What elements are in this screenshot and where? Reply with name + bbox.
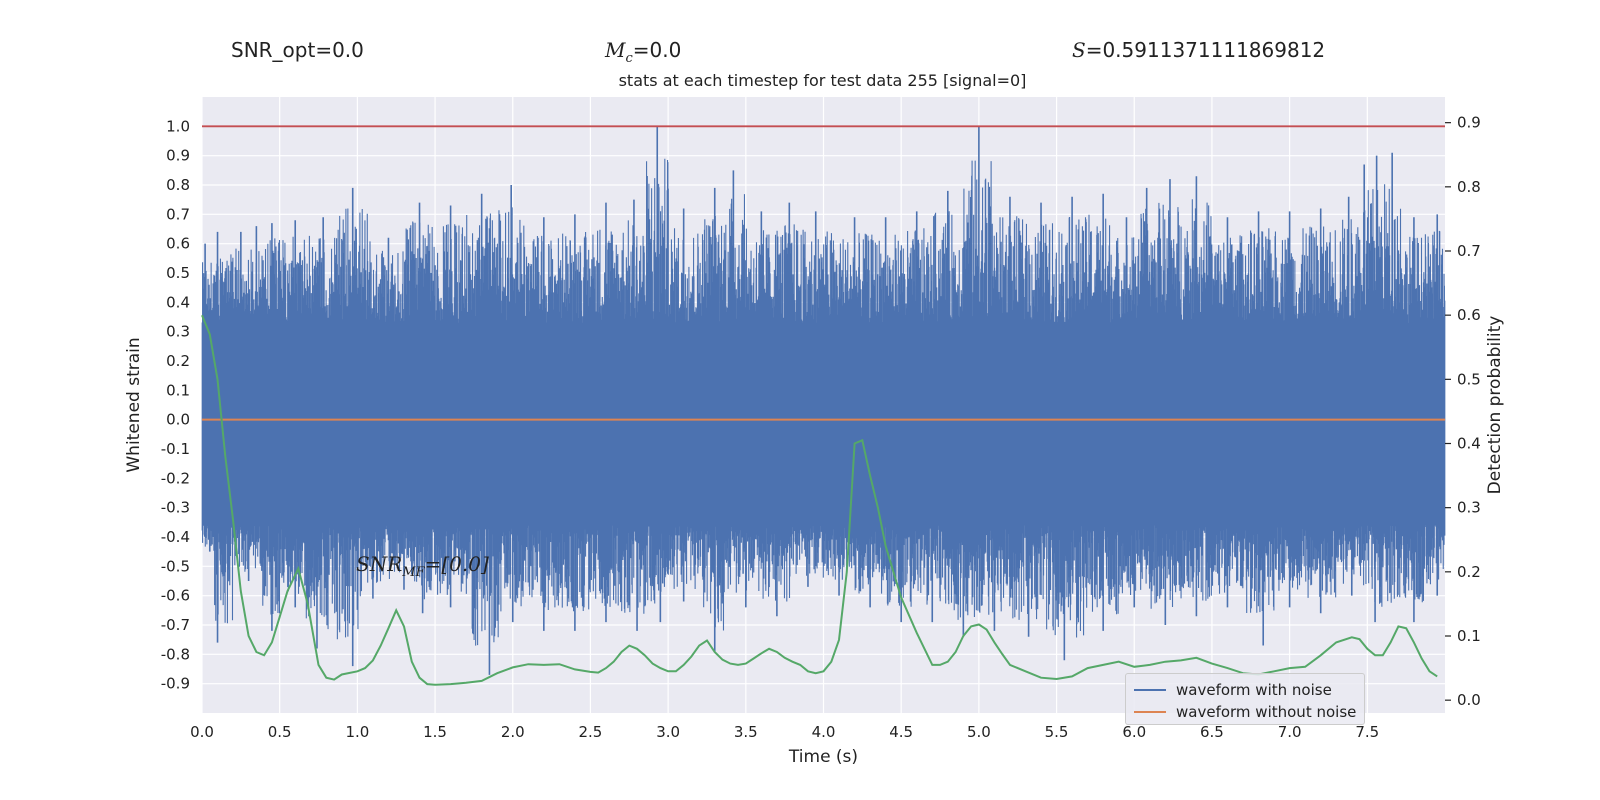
detection-probability-line	[201, 314, 1438, 686]
legend-item-noisy: waveform with noise	[1134, 680, 1332, 700]
y-tick-label: 0.7	[166, 205, 190, 223]
legend: waveform with noise waveform without noi…	[1125, 673, 1365, 725]
x-tick-label: 6.5	[1200, 723, 1224, 741]
x-tick-label: 0.0	[190, 723, 214, 741]
y2-tick-label: 0.1	[1457, 627, 1481, 645]
y-tick-label: -0.5	[161, 557, 190, 575]
y-tick-label: -0.1	[161, 440, 190, 458]
x-tick-label: 2.5	[579, 723, 603, 741]
mc-subscript: c	[625, 51, 633, 66]
noisy-waveform-series	[201, 126, 1446, 675]
y2-tick-label: 0.2	[1457, 563, 1481, 581]
x-tick-label: 1.0	[345, 723, 369, 741]
x-axis-label: Time (s)	[788, 747, 858, 767]
legend-label-clean: waveform without noise	[1176, 703, 1357, 721]
y-tick-label: -0.3	[161, 499, 190, 517]
x-tick-label: 7.0	[1278, 723, 1302, 741]
x-tick-label: 3.0	[656, 723, 680, 741]
y-tick-label: 0.3	[166, 323, 190, 341]
mc-symbol: M	[605, 38, 626, 62]
y-tick-label: -0.7	[161, 616, 190, 634]
y-tick-label: 0.4	[166, 293, 190, 311]
y-tick-label: 0.0	[166, 411, 190, 429]
x-tick-label: 2.0	[501, 723, 525, 741]
x-tick-label: 6.0	[1122, 723, 1146, 741]
y-tick-label: 0.9	[166, 147, 190, 165]
x-tick-label: 0.5	[268, 723, 292, 741]
legend-swatch-clean	[1134, 711, 1166, 713]
legend-swatch-noisy	[1134, 689, 1166, 691]
x-tick-label: 5.5	[1045, 723, 1069, 741]
chart-title: stats at each timestep for test data 255…	[618, 71, 1027, 90]
x-tick-label: 1.5	[423, 723, 447, 741]
snr-mf-annotation: SNRMF=[0.0]	[356, 552, 489, 580]
y2-tick-label: 0.6	[1457, 306, 1481, 324]
y2-tick-label: 0.0	[1457, 691, 1481, 709]
x-axis-ticks: 0.0 0.5 1.0 1.5 2.0 2.5 3.0 3.5 4.0 4.5 5.0 5.5 6.0 6…	[190, 723, 1379, 741]
legend-label-noisy: waveform with noise	[1176, 681, 1332, 699]
chirp-mass-stat: Mc=0.0	[605, 38, 681, 66]
x-tick-label: 7.5	[1355, 723, 1379, 741]
mc-value: =0.0	[632, 38, 682, 62]
y2-tick-label: 0.3	[1457, 499, 1481, 517]
y-tick-label: 0.2	[166, 352, 190, 370]
snr-mf-subscript: MF	[402, 565, 425, 580]
x-tick-label: 3.5	[734, 723, 758, 741]
y2-axis-ticks: 0.9 0.8 0.7 0.6 0.5 0.4 0.3 0.2 0.1 0.0	[1445, 114, 1481, 709]
y2-axis-label: Detection probability	[1485, 316, 1505, 495]
y-tick-label: 0.8	[166, 176, 190, 194]
y-tick-label: 1.0	[166, 117, 190, 135]
y-tick-label: 0.5	[166, 264, 190, 282]
y-tick-label: -0.2	[161, 469, 190, 487]
snr-mf-symbol: SNR	[356, 552, 403, 576]
y-tick-label: 0.1	[166, 381, 190, 399]
y2-tick-label: 0.4	[1457, 435, 1481, 453]
y2-tick-label: 0.5	[1457, 370, 1481, 388]
s-stat: S=0.5911371111869812	[1072, 38, 1325, 62]
y2-tick-label: 0.7	[1457, 242, 1481, 260]
x-tick-label: 5.0	[967, 723, 991, 741]
y2-tick-label: 0.9	[1457, 114, 1481, 132]
snr-mf-value: =[0.0]	[424, 552, 489, 576]
snr-opt-stat: SNR_opt=0.0	[231, 38, 364, 62]
y-axis-label: Whitened strain	[124, 337, 144, 472]
s-symbol: S	[1072, 38, 1086, 62]
y-tick-label: -0.9	[161, 675, 190, 693]
y-tick-label: -0.4	[161, 528, 190, 546]
y-tick-label: -0.8	[161, 645, 190, 663]
legend-item-clean: waveform without noise	[1134, 702, 1356, 722]
y-axis-ticks: 1.0 0.9 0.8 0.7 0.6 0.5 0.4 0.3 0.2 0.1 0.0 -0.1 -0.…	[161, 117, 190, 692]
y-tick-label: -0.6	[161, 587, 190, 605]
noisy-waveform-body	[201, 158, 1446, 646]
y-tick-label: 0.6	[166, 235, 190, 253]
x-tick-label: 4.5	[889, 723, 913, 741]
y2-tick-label: 0.8	[1457, 178, 1481, 196]
detection-probability-series	[201, 314, 1438, 686]
s-value: =0.5911371111869812	[1085, 38, 1326, 62]
x-tick-label: 4.0	[812, 723, 836, 741]
